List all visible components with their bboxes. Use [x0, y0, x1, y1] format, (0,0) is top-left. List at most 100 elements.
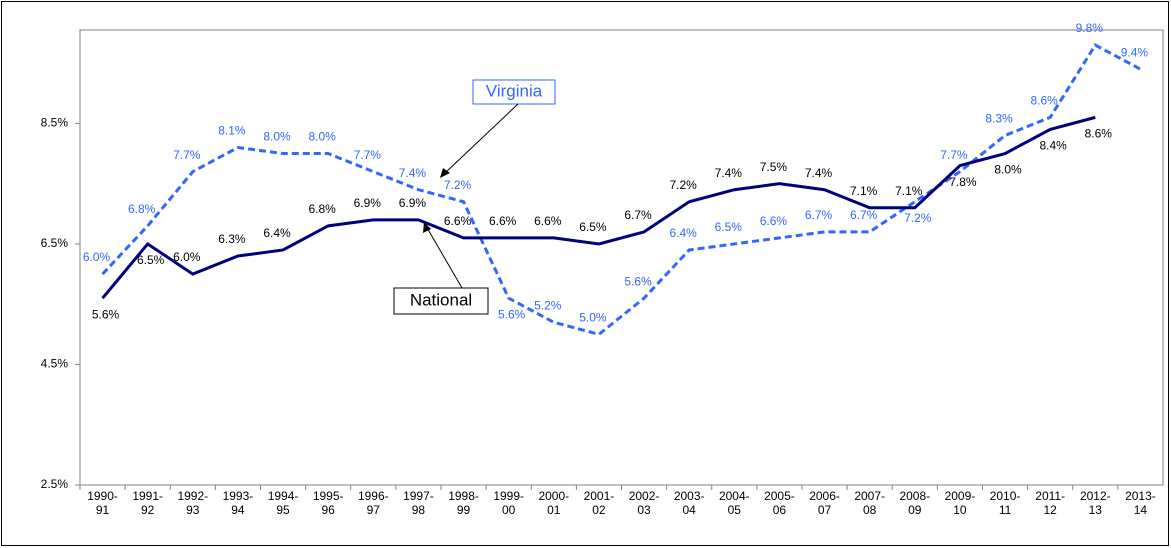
value-label: 7.4%	[805, 166, 833, 180]
value-label: 8.6%	[1031, 94, 1059, 108]
x-tick-label: 1998-99	[448, 489, 479, 517]
value-label: 5.6%	[624, 274, 652, 288]
value-label: 5.6%	[92, 307, 120, 321]
annotation-arrow	[425, 225, 463, 289]
x-tick-line: 92	[141, 503, 155, 517]
x-tick-line: 97	[367, 503, 381, 517]
x-tick-line: 2008-	[899, 489, 930, 503]
value-label: 6.3%	[218, 232, 246, 246]
x-tick-label: 2010-11	[990, 489, 1021, 517]
x-tick-line: 02	[592, 503, 606, 517]
x-tick-label: 2006-07	[809, 489, 840, 517]
x-tick-line: 1997-	[403, 489, 434, 503]
value-label: 5.2%	[534, 298, 562, 312]
x-tick-line: 2012-	[1080, 489, 1111, 503]
series-line	[101, 43, 1142, 336]
value-label: 5.6%	[498, 307, 526, 321]
x-tick-line: 2006-	[809, 489, 840, 503]
annotation-arrow	[443, 103, 519, 175]
value-label: 7.1%	[850, 184, 878, 198]
x-tick-line: 1992-	[177, 489, 208, 503]
x-tick-line: 07	[818, 503, 832, 517]
x-tick-label: 2005-06	[764, 489, 795, 517]
x-tick-line: 10	[953, 503, 967, 517]
x-tick-label: 2004-05	[719, 489, 750, 517]
x-tick-label: 2001-02	[584, 489, 615, 517]
value-label: 8.0%	[309, 130, 337, 144]
y-tick-label: 6.5%	[41, 236, 69, 250]
value-label: 6.7%	[805, 208, 833, 222]
x-tick-label: 1990-91	[87, 489, 118, 517]
value-label: 7.2%	[904, 211, 932, 225]
annotation-label: National	[410, 290, 472, 309]
x-tick-line: 14	[1134, 503, 1148, 517]
arrow-head	[423, 222, 431, 233]
y-tick-label: 4.5%	[41, 357, 69, 371]
value-label: 8.0%	[994, 163, 1022, 177]
arrow-head	[440, 168, 450, 178]
y-tick-label: 2.5%	[41, 477, 69, 491]
x-tick-label: 2011-12	[1035, 489, 1065, 517]
value-label: 7.8%	[949, 175, 977, 189]
x-tick-line: 09	[908, 503, 922, 517]
plot-area	[79, 29, 1164, 486]
value-label: 6.9%	[399, 196, 427, 210]
value-label: 8.1%	[218, 124, 246, 138]
x-tick-line: 2013-	[1125, 489, 1156, 503]
value-label: 6.4%	[263, 226, 291, 240]
value-label: 6.8%	[128, 202, 156, 216]
value-label: 6.7%	[850, 208, 878, 222]
x-tick-line: 2001-	[584, 489, 615, 503]
annotation-label: Virginia	[486, 81, 543, 100]
value-label: 6.6%	[534, 214, 562, 228]
value-label: 7.7%	[173, 148, 201, 162]
x-tick-line: 2011-	[1035, 489, 1065, 503]
x-tick-label: 2013-14	[1125, 489, 1156, 517]
x-tick-line: 1995-	[313, 489, 344, 503]
x-tick-line: 03	[637, 503, 651, 517]
value-label: 6.7%	[624, 208, 652, 222]
x-tick-line: 00	[502, 503, 516, 517]
x-tick-line: 05	[728, 503, 742, 517]
x-tick-line: 08	[863, 503, 877, 517]
value-label: 6.6%	[489, 214, 517, 228]
value-label: 6.0%	[83, 250, 111, 264]
x-tick-line: 1990-	[87, 489, 118, 503]
x-tick-line: 1993-	[223, 489, 254, 503]
value-label: 6.5%	[137, 253, 165, 267]
value-label: 6.6%	[444, 214, 472, 228]
x-tick-line: 1991-	[132, 489, 163, 503]
x-tick-line: 1996-	[358, 489, 389, 503]
x-tick-line: 94	[231, 503, 245, 517]
value-label: 8.6%	[1085, 127, 1113, 141]
value-label: 6.8%	[309, 202, 337, 216]
x-tick-line: 2003-	[674, 489, 705, 503]
value-label: 6.5%	[579, 220, 607, 234]
value-label: 6.0%	[173, 250, 201, 264]
annotation-box	[472, 79, 556, 105]
value-label: 6.5%	[715, 220, 743, 234]
value-label: 8.4%	[1040, 139, 1068, 153]
value-label: 7.4%	[715, 166, 743, 180]
x-tick-line: 06	[773, 503, 787, 517]
x-tick-label: 1999-00	[493, 489, 524, 517]
x-tick-label: 1996-97	[358, 489, 389, 517]
x-tick-label: 1991-92	[132, 489, 163, 517]
x-tick-line: 2000-	[538, 489, 569, 503]
x-tick-label: 1993-94	[223, 489, 254, 517]
x-tick-label: 2007-08	[854, 489, 885, 517]
x-tick-label: 1995-96	[313, 489, 344, 517]
x-tick-line: 98	[412, 503, 426, 517]
value-label: 5.0%	[579, 311, 607, 325]
x-tick-line: 1994-	[268, 489, 299, 503]
x-tick-line: 04	[683, 503, 697, 517]
x-tick-label: 1997-98	[403, 489, 434, 517]
x-tick-label: 2003-04	[674, 489, 705, 517]
x-tick-line: 96	[322, 503, 336, 517]
x-tick-label: 2002-03	[629, 489, 660, 517]
value-label: 7.5%	[760, 160, 788, 174]
x-tick-label: 2012-13	[1080, 489, 1111, 517]
x-tick-line: 1999-	[493, 489, 524, 503]
value-label: 9.8%	[1076, 21, 1104, 35]
